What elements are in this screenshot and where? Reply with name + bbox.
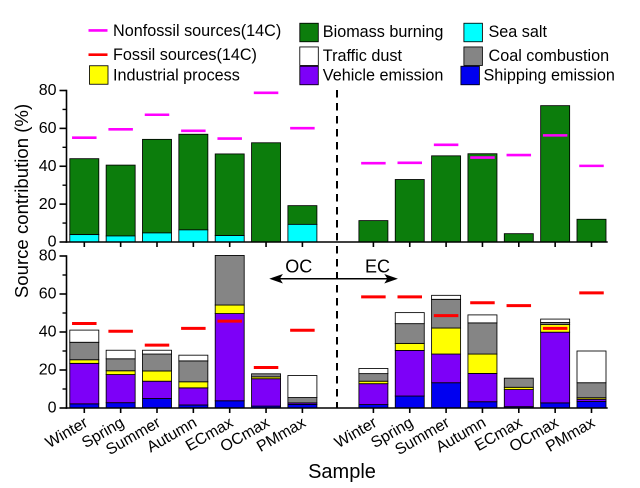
svg-text:60: 60 (39, 120, 57, 137)
svg-text:OC: OC (285, 257, 312, 277)
svg-text:Fossil sources(14C): Fossil sources(14C) (113, 46, 257, 64)
svg-text:Coal combustion: Coal combustion (489, 47, 610, 65)
svg-text:Traffic dust: Traffic dust (323, 47, 403, 65)
svg-text:80: 80 (39, 82, 57, 99)
svg-text:Source contribution (%): Source contribution (%) (11, 104, 32, 298)
svg-text:EC: EC (365, 257, 390, 277)
svg-text:Nonfossil sources(14C): Nonfossil sources(14C) (113, 22, 281, 40)
svg-text:Shipping emission: Shipping emission (484, 67, 615, 85)
svg-text:0: 0 (48, 234, 57, 251)
svg-text:Biomass burning: Biomass burning (323, 23, 444, 41)
svg-text:40: 40 (39, 324, 57, 341)
svg-text:Sample: Sample (308, 461, 376, 483)
svg-text:Vehicle emission: Vehicle emission (323, 67, 444, 85)
svg-text:0: 0 (48, 400, 57, 417)
svg-text:Industrial process: Industrial process (113, 67, 240, 85)
svg-text:Sea salt: Sea salt (489, 23, 548, 41)
svg-text:20: 20 (39, 196, 57, 213)
svg-text:60: 60 (39, 286, 57, 303)
svg-text:40: 40 (39, 158, 57, 175)
svg-text:20: 20 (39, 362, 57, 379)
svg-text:80: 80 (39, 248, 57, 265)
